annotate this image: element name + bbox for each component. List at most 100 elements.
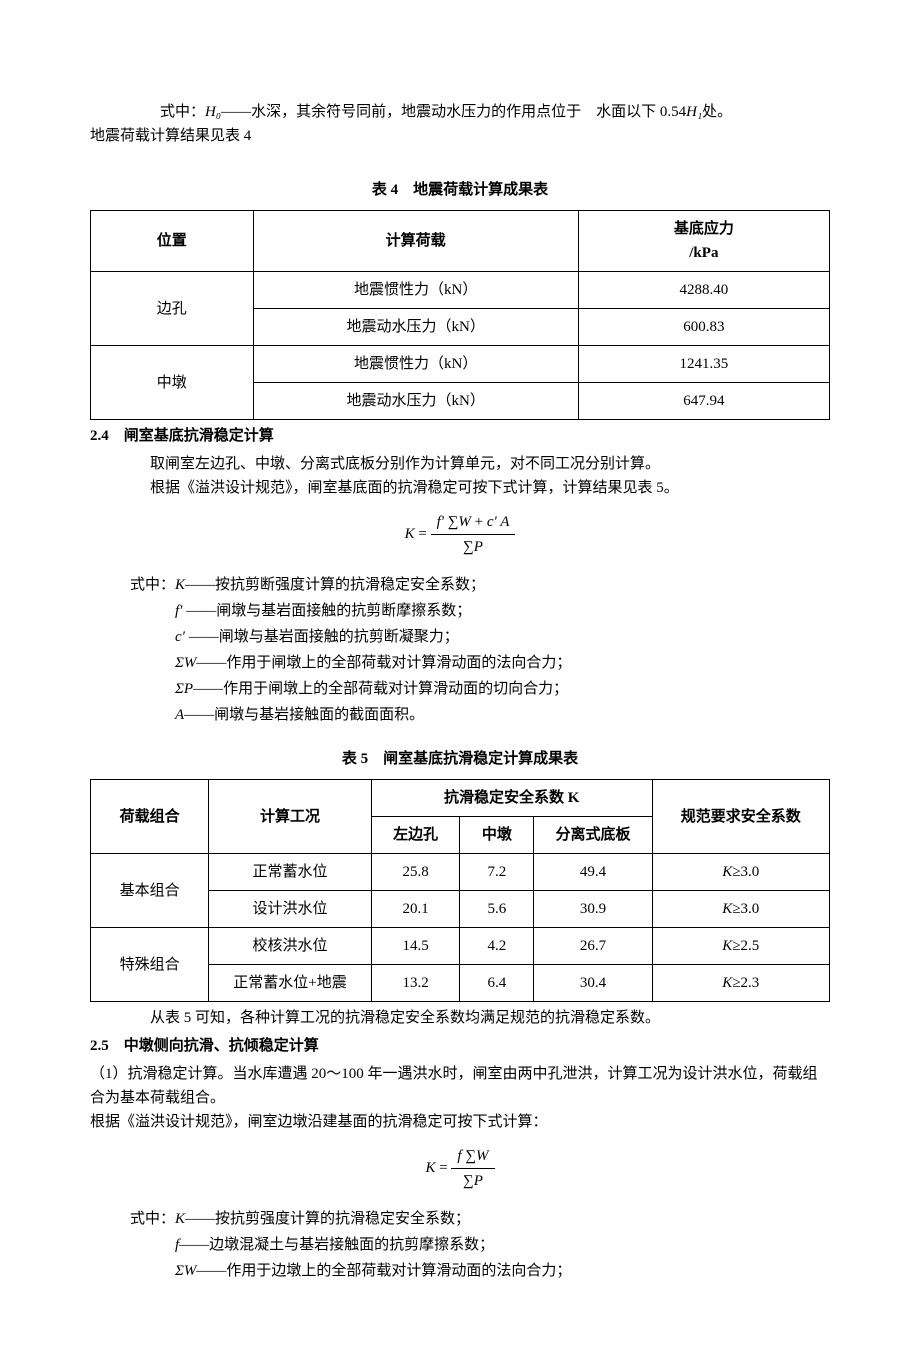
- def-row: ΣW——作用于边墩上的全部荷载对计算滑动面的法向合力；: [130, 1259, 830, 1283]
- s25-p2: 根据《溢洪设计规范》，闸室边墩沿建基面的抗滑稳定可按下式计算：: [90, 1110, 830, 1134]
- t5-c: 26.7: [534, 928, 652, 965]
- def-row: ΣP——作用于闸墩上的全部荷载对计算滑动面的切向合力；: [130, 677, 830, 701]
- def-row: 式中：K——按抗剪断强度计算的抗滑稳定安全系数；: [130, 573, 830, 597]
- s24-p1: 取闸室左边孔、中墩、分离式底板分别作为计算单元，对不同工况分别计算。: [90, 452, 830, 476]
- sym: ΣP: [175, 681, 193, 697]
- sym: c′: [175, 629, 185, 645]
- t5-h-cond: 计算工况: [209, 780, 372, 854]
- t5-a: 13.2: [371, 965, 460, 1002]
- sum: ∑: [463, 1173, 474, 1189]
- text: ——作用于闸墩上的全部荷载对计算滑动面的切向合力；: [193, 681, 568, 697]
- text: /kPa: [689, 245, 718, 261]
- sym: A: [500, 514, 509, 530]
- sym: P: [474, 1173, 483, 1189]
- t4-load: 地震惯性力（kN）: [253, 346, 578, 383]
- s24-p2: 根据《溢洪设计规范》，闸室基底面的抗滑稳定可按下式计算，计算结果见表 5。: [90, 476, 830, 500]
- t5-cond: 正常蓄水位+地震: [209, 965, 372, 1002]
- t4-val: 647.94: [578, 383, 829, 420]
- t5-cond: 设计洪水位: [209, 891, 372, 928]
- sym: K: [425, 1160, 435, 1176]
- symbol-H1: H₁: [686, 104, 702, 120]
- text: 式中：: [160, 104, 205, 120]
- text: ——按抗剪强度计算的抗滑稳定安全系数；: [185, 1211, 470, 1227]
- sym: A: [175, 707, 184, 723]
- text: ——闸墩与基岩面接触的抗剪断摩擦系数；: [186, 603, 471, 619]
- text: ——按抗剪断强度计算的抗滑稳定安全系数；: [185, 577, 485, 593]
- text: ——闸墩与基岩接触面的截面面积。: [184, 707, 424, 723]
- sum: ∑: [448, 514, 459, 530]
- s25-p1: （1）抗滑稳定计算。当水库遭遇 20～100 年一遇洪水时，闸室由两中孔泄洪，计…: [90, 1062, 830, 1110]
- intro-line2: 地震荷载计算结果见表 4: [90, 124, 830, 148]
- def-row: f′ ——闸墩与基岩面接触的抗剪断摩擦系数；: [130, 599, 830, 623]
- t4-load: 地震动水压力（kN）: [253, 383, 578, 420]
- t5-a: 25.8: [371, 854, 460, 891]
- sym: f′: [175, 603, 182, 619]
- intro-line1: 式中：H₀——水深，其余符号同前，地震动水压力的作用点位于 水面以下 0.54H…: [90, 100, 830, 124]
- sym: ΣW: [175, 1263, 196, 1279]
- text: ——边墩混凝土与基岩接触面的抗剪摩擦系数；: [179, 1237, 494, 1253]
- t4-pos: 中墩: [91, 346, 254, 420]
- sum: ∑: [463, 539, 474, 555]
- def-row: f——边墩混凝土与基岩接触面的抗剪摩擦系数；: [130, 1233, 830, 1257]
- t5-b: 5.6: [460, 891, 534, 928]
- sym: K: [405, 526, 415, 542]
- sum: ∑: [465, 1148, 476, 1164]
- t4-val: 1241.35: [578, 346, 829, 383]
- table5: 荷载组合 计算工况 抗滑稳定安全系数 K 规范要求安全系数 左边孔 中墩 分离式…: [90, 779, 830, 1002]
- symbol-H0: H₀: [205, 104, 221, 120]
- t5-c: 30.4: [534, 965, 652, 1002]
- t5-h-left: 左边孔: [371, 817, 460, 854]
- sym: ΣW: [175, 655, 196, 671]
- text: ——闸墩与基岩面接触的抗剪断凝聚力；: [189, 629, 459, 645]
- t4-pos: 边孔: [91, 272, 254, 346]
- def-row: c′ ——闸墩与基岩面接触的抗剪断凝聚力；: [130, 625, 830, 649]
- t5-b: 6.4: [460, 965, 534, 1002]
- t5-b: 4.2: [460, 928, 534, 965]
- t4-val: 4288.40: [578, 272, 829, 309]
- sym: W: [476, 1148, 489, 1164]
- t5-req: K≥2.3: [652, 965, 829, 1002]
- def-row: 式中：K——按抗剪强度计算的抗滑稳定安全系数；: [130, 1207, 830, 1231]
- sym: K: [175, 1211, 185, 1227]
- section-2-5-title: 2.5 中墩侧向抗滑、抗倾稳定计算: [90, 1034, 830, 1058]
- t5-a: 20.1: [371, 891, 460, 928]
- t5-combo: 特殊组合: [91, 928, 209, 1002]
- sym: f': [437, 514, 448, 530]
- t5-h-combo: 荷载组合: [91, 780, 209, 854]
- t5-a: 14.5: [371, 928, 460, 965]
- t4-head-stress: 基底应力 /kPa: [578, 211, 829, 272]
- sym: K: [175, 577, 185, 593]
- def-row: ΣW——作用于闸墩上的全部荷载对计算滑动面的法向合力；: [130, 651, 830, 675]
- sym: W: [458, 514, 471, 530]
- text: 水面以下 0.54: [596, 104, 686, 120]
- eq: =: [435, 1160, 451, 1176]
- formula-2: K = f ∑W∑P: [90, 1144, 830, 1193]
- t5-h-req: 规范要求安全系数: [652, 780, 829, 854]
- text: 基底应力: [674, 221, 734, 237]
- t5-req: K≥3.0: [652, 891, 829, 928]
- t5-req: KK≥3.0≥3.0: [652, 854, 829, 891]
- text: 式中：: [130, 1211, 175, 1227]
- t4-load: 地震动水压力（kN）: [253, 309, 578, 346]
- t5-note: 从表 5 可知，各种计算工况的抗滑稳定安全系数均满足规范的抗滑稳定系数。: [90, 1006, 830, 1030]
- t4-load: 地震惯性力（kN）: [253, 272, 578, 309]
- text: 式中：: [130, 577, 175, 593]
- t5-c: 30.9: [534, 891, 652, 928]
- text: 处。: [702, 104, 732, 120]
- table5-caption: 表 5 闸室基底抗滑稳定计算成果表: [90, 747, 830, 771]
- section-2-4-title: 2.4 闸室基底抗滑稳定计算: [90, 424, 830, 448]
- t5-b: 7.2: [460, 854, 534, 891]
- table4-caption: 表 4 地震荷载计算成果表: [90, 178, 830, 202]
- plus: +: [471, 514, 487, 530]
- text: ——作用于闸墩上的全部荷载对计算滑动面的法向合力；: [196, 655, 571, 671]
- t5-cond: 正常蓄水位: [209, 854, 372, 891]
- t5-h-mid: 中墩: [460, 817, 534, 854]
- t5-h-group: 抗滑稳定安全系数 K: [371, 780, 652, 817]
- t5-req: K≥2.5: [652, 928, 829, 965]
- t4-val: 600.83: [578, 309, 829, 346]
- t5-cond: 校核洪水位: [209, 928, 372, 965]
- eq: =: [415, 526, 431, 542]
- table4: 位置 计算荷载 基底应力 /kPa 边孔 地震惯性力（kN） 4288.40 地…: [90, 210, 830, 420]
- t4-head-load: 计算荷载: [253, 211, 578, 272]
- sym: c': [487, 514, 500, 530]
